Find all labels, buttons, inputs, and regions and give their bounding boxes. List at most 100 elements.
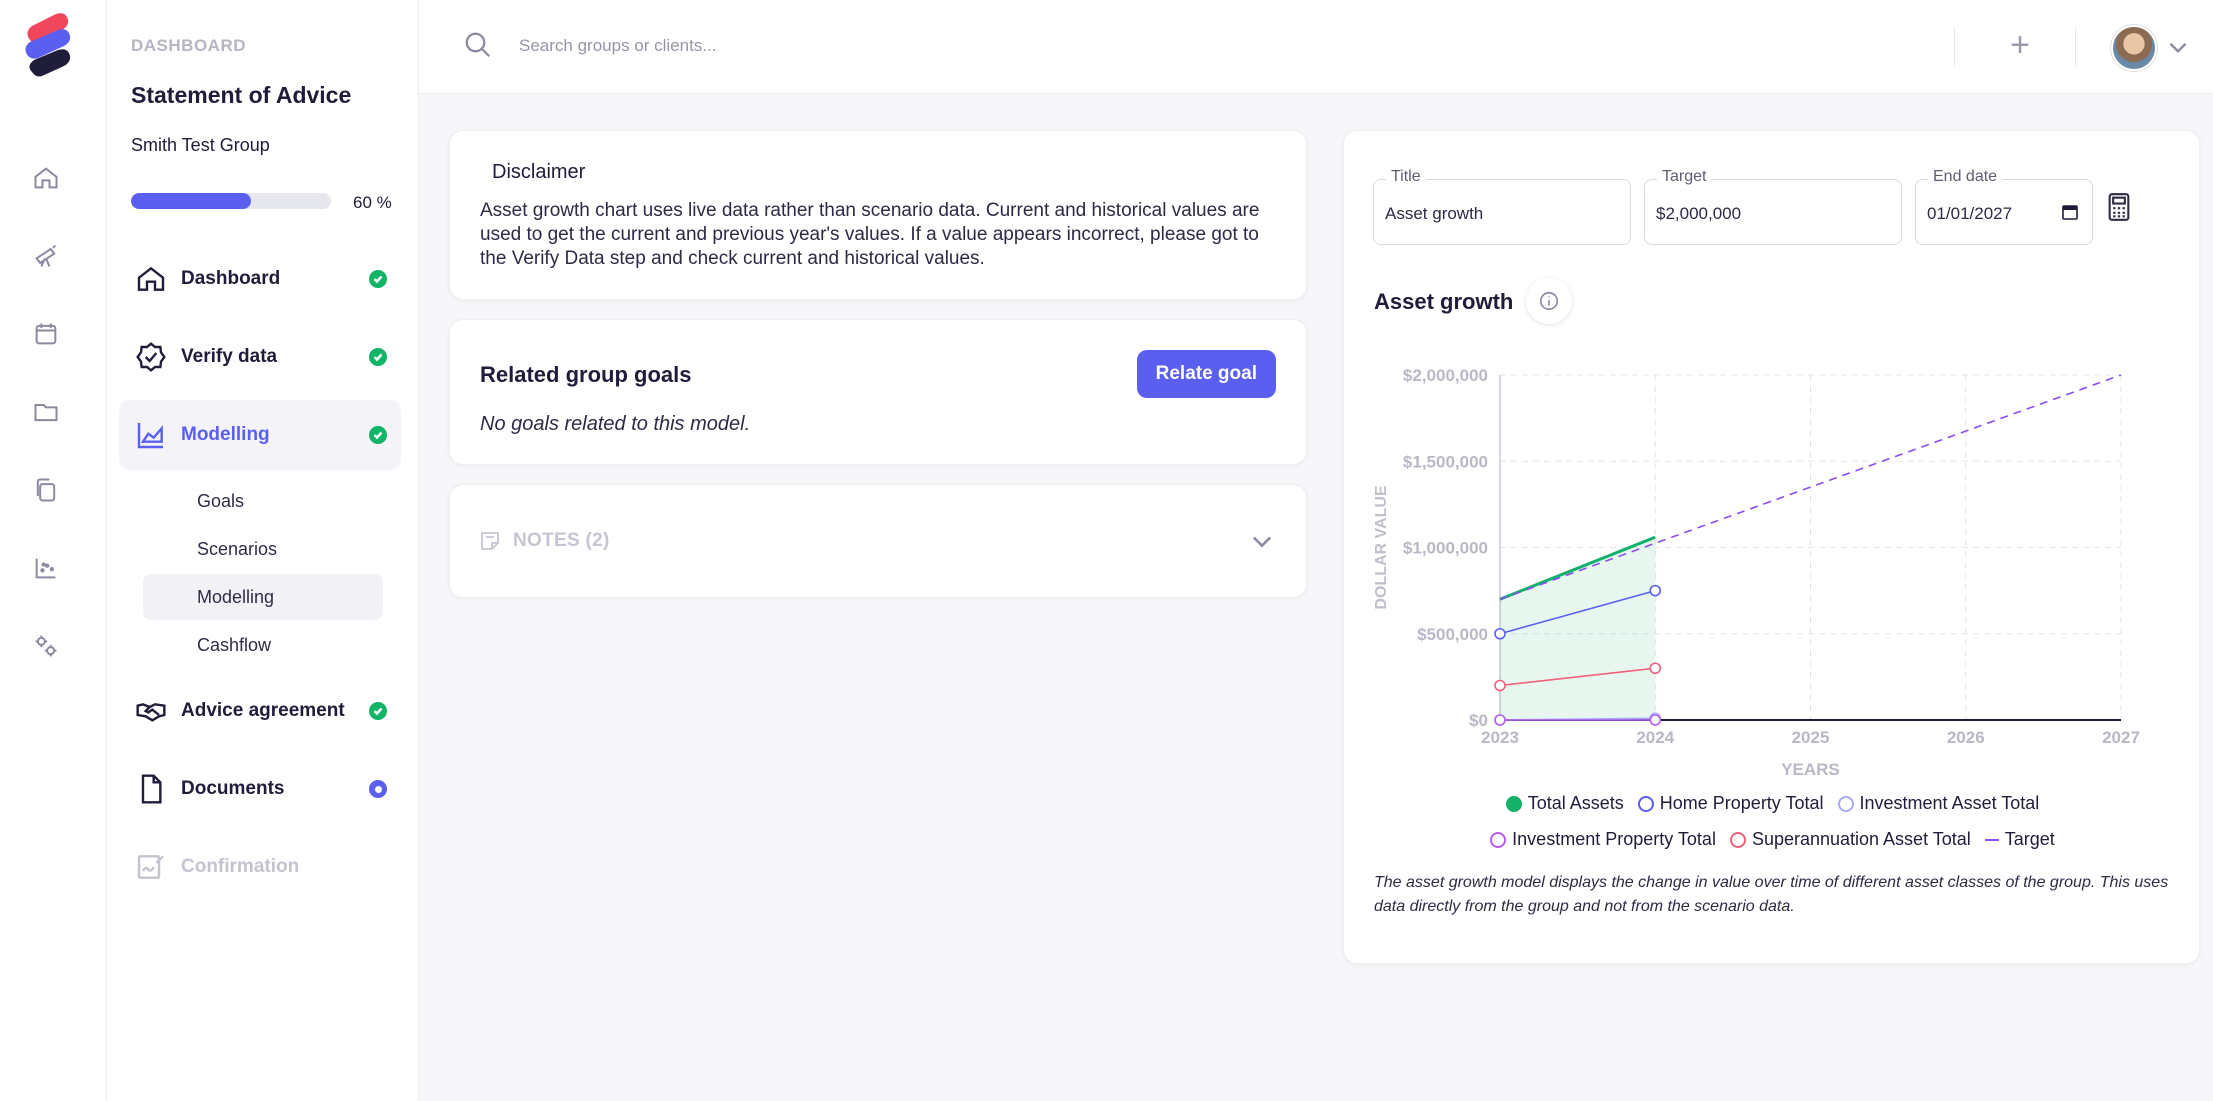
- search-input[interactable]: [519, 28, 1419, 64]
- x-tick-label: 2025: [1792, 728, 1830, 747]
- page-title: Statement of Advice: [131, 82, 352, 108]
- series-line-total-assets: [1499, 535, 1656, 601]
- disclaimer-card: Disclaimer Asset growth chart uses live …: [449, 130, 1307, 300]
- chart-svg: $0 $500,000 $1,000,000 $1,500,000 $2,000,000…: [1373, 366, 2140, 779]
- search-icon[interactable]: [463, 30, 493, 60]
- legend-item[interactable]: Total Assets: [1505, 793, 1624, 814]
- x-tick-label: 2027: [2102, 728, 2140, 747]
- substep-modelling[interactable]: Modelling: [143, 574, 383, 620]
- chart-legend: Total Assets Home Property Total Investmen…: [1344, 793, 2201, 814]
- disclaimer-text: Asset growth chart uses live data rather…: [480, 200, 1260, 269]
- telescope-icon[interactable]: [30, 240, 62, 272]
- chevron-down-icon[interactable]: [2165, 34, 2191, 60]
- notes-accordion[interactable]: NOTES (2): [449, 484, 1307, 598]
- x-tick-label: 2026: [1947, 728, 1985, 747]
- end-date-field[interactable]: End date: [1915, 168, 2093, 245]
- legend-label: Target: [2004, 829, 2055, 849]
- legend-item[interactable]: Investment Property Total: [1490, 829, 1716, 850]
- legend-item[interactable]: Investment Asset Total: [1837, 793, 2039, 814]
- y-tick-label: $1,500,000: [1403, 452, 1488, 471]
- data-point-superannuation-asset-total: [1649, 662, 1662, 675]
- legend-item[interactable]: Superannuation Asset Total: [1729, 829, 1971, 850]
- scatter-chart-icon[interactable]: [30, 552, 62, 584]
- substep-goals[interactable]: Goals: [197, 490, 245, 511]
- step-label: Confirmation: [181, 856, 300, 877]
- step-documents[interactable]: Documents: [119, 754, 401, 824]
- home-icon[interactable]: [30, 162, 62, 194]
- check-icon: [369, 348, 387, 366]
- legend-item[interactable]: Home Property Total: [1637, 793, 1824, 814]
- badge-check-icon: [131, 337, 171, 377]
- step-advice-agreement[interactable]: Advice agreement: [119, 676, 401, 746]
- signature-icon: [131, 847, 171, 887]
- progress-label: 60 %: [353, 193, 392, 212]
- asset-growth-model-card: Title Target End date Asset growth $0 $50…: [1343, 130, 2200, 964]
- progress-bar: [131, 193, 331, 209]
- step-label: Documents: [181, 778, 285, 799]
- relate-goal-button[interactable]: Relate goal: [1136, 350, 1276, 398]
- step-dashboard[interactable]: Dashboard: [119, 244, 401, 314]
- legend-label: Total Assets: [1527, 793, 1624, 813]
- folder-icon[interactable]: [30, 396, 62, 428]
- legend-marker-swatch: [1505, 795, 1522, 812]
- avatar[interactable]: [2111, 25, 2157, 71]
- substep-cashflow[interactable]: Cashflow: [197, 634, 272, 655]
- step-label: Dashboard: [181, 268, 281, 289]
- x-axis-title: YEARS: [1781, 760, 1840, 779]
- home-icon: [131, 259, 171, 299]
- check-icon: [369, 702, 387, 720]
- document-icon: [131, 769, 171, 809]
- y-tick-label: $0: [1469, 711, 1488, 730]
- target-input[interactable]: [1656, 200, 1890, 228]
- calculator-icon[interactable]: [2107, 193, 2133, 221]
- legend-marker-swatch: [1837, 795, 1854, 812]
- top-bar: +: [419, 0, 2213, 94]
- y-tick-label: $2,000,000: [1403, 366, 1488, 385]
- data-point-superannuation-asset-total: [1494, 679, 1506, 692]
- disclaimer-title: Disclaimer: [492, 161, 586, 183]
- step-verify-data[interactable]: Verify data: [119, 322, 401, 392]
- step-label: Modelling: [181, 424, 270, 445]
- title-field-label: Title: [1386, 168, 1426, 186]
- substep-scenarios[interactable]: Scenarios: [197, 538, 278, 559]
- chart-title: Asset growth: [1374, 289, 1514, 314]
- breadcrumb[interactable]: DASHBOARD: [131, 36, 246, 55]
- y-axis-title: DOLLAR VALUE: [1373, 485, 1390, 609]
- y-tick-label: $500,000: [1417, 625, 1488, 644]
- current-step-icon: [369, 780, 387, 798]
- series-line-home-property-total: [1499, 589, 1656, 635]
- icon-rail: [0, 0, 107, 1101]
- app-logo[interactable]: [22, 12, 74, 82]
- calendar-icon[interactable]: [2060, 202, 2080, 222]
- settings-gears-icon[interactable]: [30, 630, 62, 662]
- legend-label: Investment Property Total: [1512, 829, 1716, 849]
- asset-growth-chart: $0 $500,000 $1,000,000 $1,500,000 $2,000,000…: [1364, 351, 2184, 791]
- copy-icon[interactable]: [30, 474, 62, 506]
- calendar-icon[interactable]: [30, 318, 62, 350]
- title-field[interactable]: Title: [1373, 168, 1631, 245]
- info-icon[interactable]: [1526, 278, 1572, 324]
- legend-line-swatch: [1984, 838, 1999, 841]
- notes-label: NOTES (2): [513, 530, 610, 551]
- end-date-field-label: End date: [1928, 168, 2003, 186]
- step-modelling[interactable]: Modelling: [119, 400, 401, 470]
- progress-fill: [131, 193, 251, 209]
- add-button[interactable]: +: [2010, 25, 2030, 64]
- target-field[interactable]: Target: [1644, 168, 1902, 245]
- check-icon: [369, 426, 387, 444]
- x-tick-label: 2023: [1481, 728, 1519, 747]
- goals-empty-message: No goals related to this model.: [480, 413, 751, 435]
- note-icon: [478, 529, 502, 553]
- data-point-home-property-total: [1649, 584, 1662, 597]
- group-name: Smith Test Group: [131, 135, 270, 155]
- data-point-investment-property-total: [1649, 714, 1662, 726]
- chevron-down-icon[interactable]: [1248, 527, 1276, 555]
- legend-label: Home Property Total: [1659, 793, 1824, 813]
- data-point-home-property-total: [1494, 627, 1506, 640]
- legend-label: Superannuation Asset Total: [1751, 829, 1971, 849]
- related-goals-title: Related group goals: [480, 362, 692, 387]
- legend-item[interactable]: Target: [1984, 829, 2055, 850]
- divider: [1954, 28, 1955, 66]
- title-input[interactable]: [1385, 200, 1619, 228]
- end-date-input[interactable]: [1927, 200, 2047, 228]
